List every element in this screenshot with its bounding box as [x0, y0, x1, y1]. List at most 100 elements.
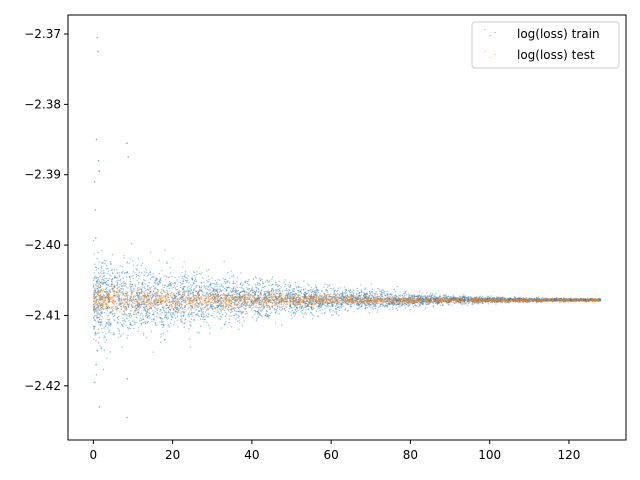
- train-point: [570, 299, 573, 302]
- train-point: [481, 298, 483, 300]
- train-point: [219, 286, 221, 288]
- train-point: [470, 299, 472, 302]
- train-point: [338, 307, 340, 309]
- train-point: [374, 294, 376, 296]
- train-point: [504, 297, 506, 299]
- train-point: [223, 287, 226, 290]
- train-point: [234, 300, 236, 302]
- train-point: [313, 315, 315, 317]
- train-point: [338, 309, 341, 312]
- train-point: [258, 302, 261, 304]
- train-point: [202, 315, 204, 317]
- train-point: [425, 292, 428, 294]
- train-point: [330, 295, 332, 298]
- train-point: [584, 299, 586, 301]
- train-point: [140, 306, 142, 308]
- train-point: [254, 294, 256, 296]
- train-point: [109, 351, 111, 353]
- train-point: [369, 293, 371, 295]
- train-point: [307, 305, 309, 307]
- train-point: [111, 311, 113, 313]
- train-point: [232, 314, 235, 317]
- train-point: [141, 262, 144, 264]
- train-point: [232, 287, 235, 289]
- train-point: [471, 298, 474, 300]
- train-point: [511, 298, 514, 301]
- train-point: [335, 311, 338, 313]
- train-point: [195, 313, 197, 316]
- train-point: [114, 305, 117, 308]
- train-point: [312, 306, 314, 309]
- train-point: [211, 277, 213, 279]
- train-point: [156, 309, 158, 311]
- train-point: [178, 311, 180, 313]
- train-point: [176, 316, 179, 318]
- train-point: [140, 324, 143, 326]
- train-point: [139, 317, 142, 319]
- train-point: [97, 320, 99, 322]
- train-point: [103, 335, 106, 337]
- train-point: [219, 304, 221, 306]
- train-point: [444, 300, 446, 302]
- train-point: [127, 334, 129, 337]
- train-point: [320, 302, 322, 304]
- train-point: [304, 303, 306, 305]
- train-point: [172, 287, 175, 289]
- train-point: [311, 313, 313, 316]
- train-point: [198, 310, 201, 312]
- train-point: [121, 325, 124, 327]
- train-point: [562, 298, 564, 301]
- train-point: [132, 301, 134, 304]
- train-point: [141, 283, 143, 285]
- train-point: [563, 300, 565, 302]
- train-point: [184, 322, 186, 324]
- train-point: [190, 321, 192, 323]
- train-point: [192, 271, 195, 273]
- train-point: [122, 314, 124, 316]
- train-point: [388, 299, 390, 301]
- train-point: [143, 279, 145, 281]
- train-point: [227, 286, 230, 288]
- train-point: [326, 289, 328, 292]
- train-point: [411, 295, 414, 297]
- train-point: [105, 280, 107, 283]
- train-point: [144, 315, 147, 317]
- train-point: [98, 303, 100, 305]
- train-point: [332, 314, 334, 316]
- train-point: [168, 280, 171, 283]
- train-point: [205, 303, 208, 305]
- train-point: [334, 295, 336, 297]
- train-point: [185, 279, 187, 282]
- train-point: [103, 349, 106, 352]
- train-point: [302, 288, 305, 290]
- train-point: [405, 299, 407, 301]
- train-point: [254, 310, 256, 312]
- train-point: [156, 293, 158, 296]
- train-point: [102, 283, 104, 285]
- train-point: [139, 320, 141, 322]
- train-point: [411, 299, 413, 302]
- train-point: [278, 295, 281, 297]
- train-point: [262, 286, 265, 289]
- train-point: [122, 270, 124, 272]
- train-point: [331, 304, 333, 306]
- train-point: [538, 300, 541, 302]
- train-point: [541, 300, 543, 303]
- train-point: [540, 298, 542, 301]
- train-point: [467, 296, 470, 298]
- train-point: [345, 301, 347, 303]
- train-point: [482, 301, 484, 303]
- train-point: [133, 305, 135, 307]
- train-point: [288, 297, 290, 299]
- train-point: [116, 322, 119, 324]
- train-point: [263, 303, 265, 305]
- train-point: [143, 271, 145, 273]
- train-point: [108, 324, 110, 326]
- train-point: [134, 302, 136, 305]
- train-point: [301, 312, 304, 314]
- train-point: [419, 304, 421, 306]
- train-point: [225, 323, 227, 325]
- train-point: [214, 279, 216, 282]
- train-point: [456, 298, 458, 300]
- train-point: [551, 299, 554, 301]
